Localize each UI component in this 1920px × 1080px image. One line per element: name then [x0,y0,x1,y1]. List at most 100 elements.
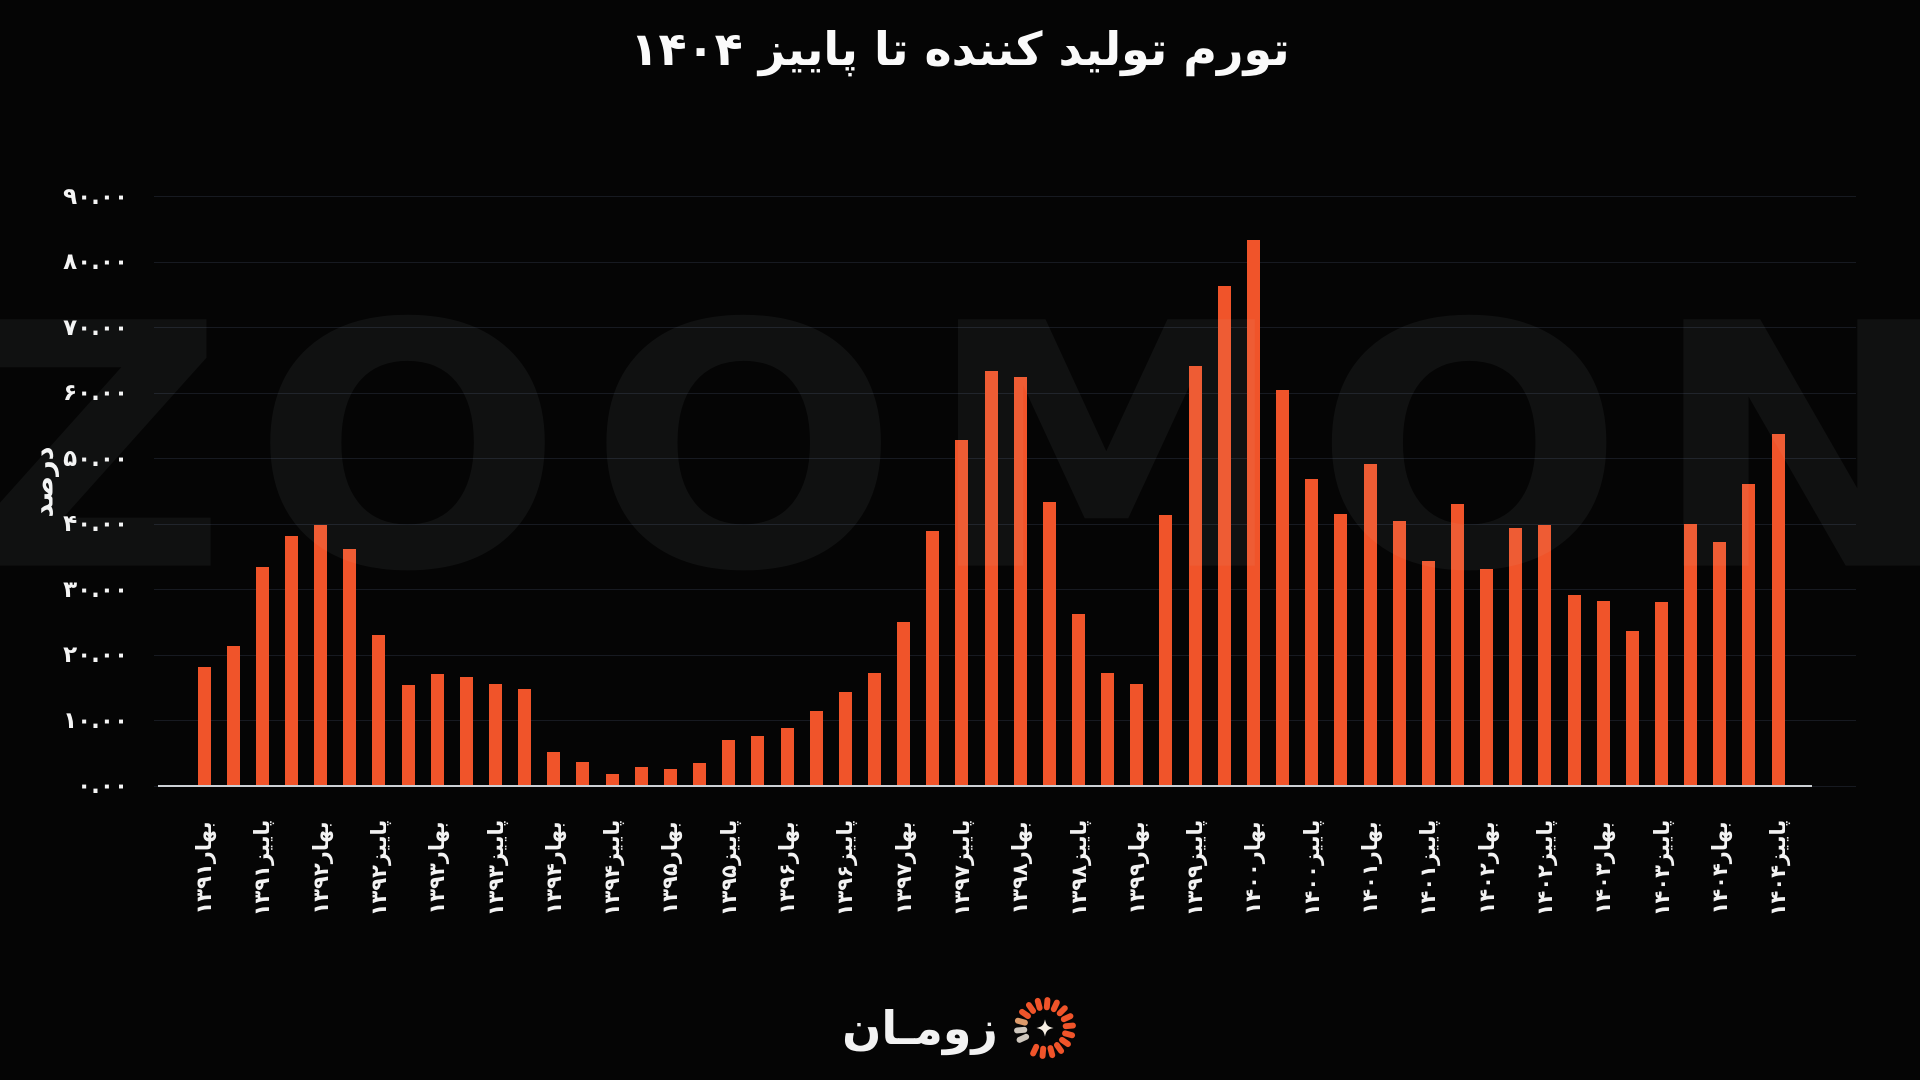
x-axis-tick-label: پاییز۱۴۰۳ [1649,819,1674,917]
x-axis-tick-label: بهار۱۳۹۷ [891,821,916,915]
bar [197,666,211,786]
bar [489,684,502,786]
bar [518,689,532,786]
logo-icon-ray [1030,1043,1040,1057]
x-axis-tick-label: پاییز۱۳۹۵ [716,819,741,917]
bar [867,673,881,786]
x-axis-tick-label: پاییز۱۳۹۸ [1066,819,1091,917]
x-axis-tick-label: پاییز۱۳۹۹ [1183,819,1208,917]
logo-icon-ray [1050,999,1060,1013]
x-axis-tick-label: پاییز۱۳۹۲ [366,819,391,917]
x-axis-tick-label: بهار۱۳۹۵ [658,821,683,915]
y-axis-tick-label: ۱۰.۰۰ [63,707,128,734]
bar [751,735,765,786]
bar [1392,521,1406,786]
bar [1334,514,1348,786]
gridline [154,720,1856,721]
bar [1276,390,1290,786]
bar [1655,601,1668,786]
x-axis-tick-label: پاییز۱۳۹۱ [250,819,275,917]
x-axis-tick-label: بهار۱۴۰۰ [1241,821,1266,915]
logo-icon-ray [1058,1036,1071,1048]
bar [1684,524,1698,786]
gridline [154,654,1856,656]
bar [838,691,852,786]
logo-icon-ray [1034,997,1043,1011]
bar [605,774,619,786]
bar [576,762,590,786]
bar [1305,478,1319,786]
x-axis-tick-label: بهار۱۳۹۳ [425,821,450,915]
bar [343,548,357,786]
x-axis-tick-label: پاییز۱۴۰۴ [1766,819,1791,917]
logo-icon-ray [1056,1005,1068,1017]
bar [1480,568,1494,786]
bar [1101,673,1115,786]
bar [663,768,677,786]
y-axis-tick-label: ۳۰.۰۰ [63,576,128,603]
logo-icon-ray [1013,1026,1028,1034]
bar [926,530,940,786]
x-axis-tick-label: پاییز۱۳۹۴ [600,819,625,917]
gridline [154,589,1856,590]
bar [984,370,998,786]
x-axis-tick-label: بهار۱۴۰۳ [1591,821,1616,915]
x-axis-tick-label: پاییز۱۳۹۶ [833,819,858,917]
bar [1421,561,1435,786]
logo-icon-ray [1060,1013,1074,1023]
bar [693,763,707,786]
bar [459,677,473,786]
chart-title: تورم تولید کننده تا پاییز ۱۴۰۴ [630,22,1290,76]
y-axis-tick-label: ۵۰.۰۰ [63,445,128,472]
bar [1450,504,1464,786]
bar [1538,524,1552,786]
bar [430,673,444,786]
y-axis-tick-label: ۷۰.۰۰ [63,314,128,341]
zooman-logo: زومـان [0,992,1920,1064]
bar [1246,239,1260,786]
y-axis-tick-label: ۸۰.۰۰ [63,249,128,275]
bar [1130,684,1144,786]
logo-icon-ray [1016,1033,1030,1043]
x-axis-baseline [158,785,1812,787]
x-axis-tick-label: بهار۱۳۹۶ [775,821,799,915]
logo-icon-ray [1053,1042,1064,1054]
y-axis-tick-label: ۴۰.۰۰ [63,511,128,537]
x-axis-tick-label: بهار۱۳۹۹ [1124,821,1149,915]
bar [897,622,911,786]
bar [1713,541,1727,786]
x-axis-tick-label: بهار۱۳۹۱ [192,821,216,915]
gridline [154,327,1856,328]
bar [1217,286,1231,786]
logo-icon-ray [1047,1045,1056,1059]
bar [314,525,328,786]
bar [1771,434,1785,786]
bar [284,535,298,786]
x-axis-tick-label: بهار۱۴۰۴ [1707,821,1732,915]
gridline [154,523,1856,525]
logo-icon-sparkle [1036,1019,1054,1037]
x-axis-tick-label: بهار۱۳۹۲ [308,821,333,915]
x-axis-tick-label: پاییز۱۴۰۰ [1299,819,1324,917]
bar [547,751,561,786]
logo-icon-ray [1025,1002,1036,1014]
x-axis-tick-label: پاییز۱۳۹۷ [949,819,974,917]
bar [1042,502,1056,786]
bar [634,767,648,786]
bar [1013,377,1027,786]
bar [955,440,969,786]
bar [722,740,736,786]
gridline [154,261,1856,263]
x-axis-tick-label: بهار۱۳۹۸ [1008,821,1033,915]
logo-icon-ray [1018,1008,1031,1020]
logo-icon-ray [1043,997,1051,1011]
bar [1072,614,1085,786]
bar [1188,366,1202,786]
bar [401,685,415,786]
bar [372,634,386,786]
y-axis-tick-label: ۰.۰۰ [77,773,128,799]
gridline [154,196,1856,197]
bar [809,711,823,786]
gridline [154,458,1856,459]
